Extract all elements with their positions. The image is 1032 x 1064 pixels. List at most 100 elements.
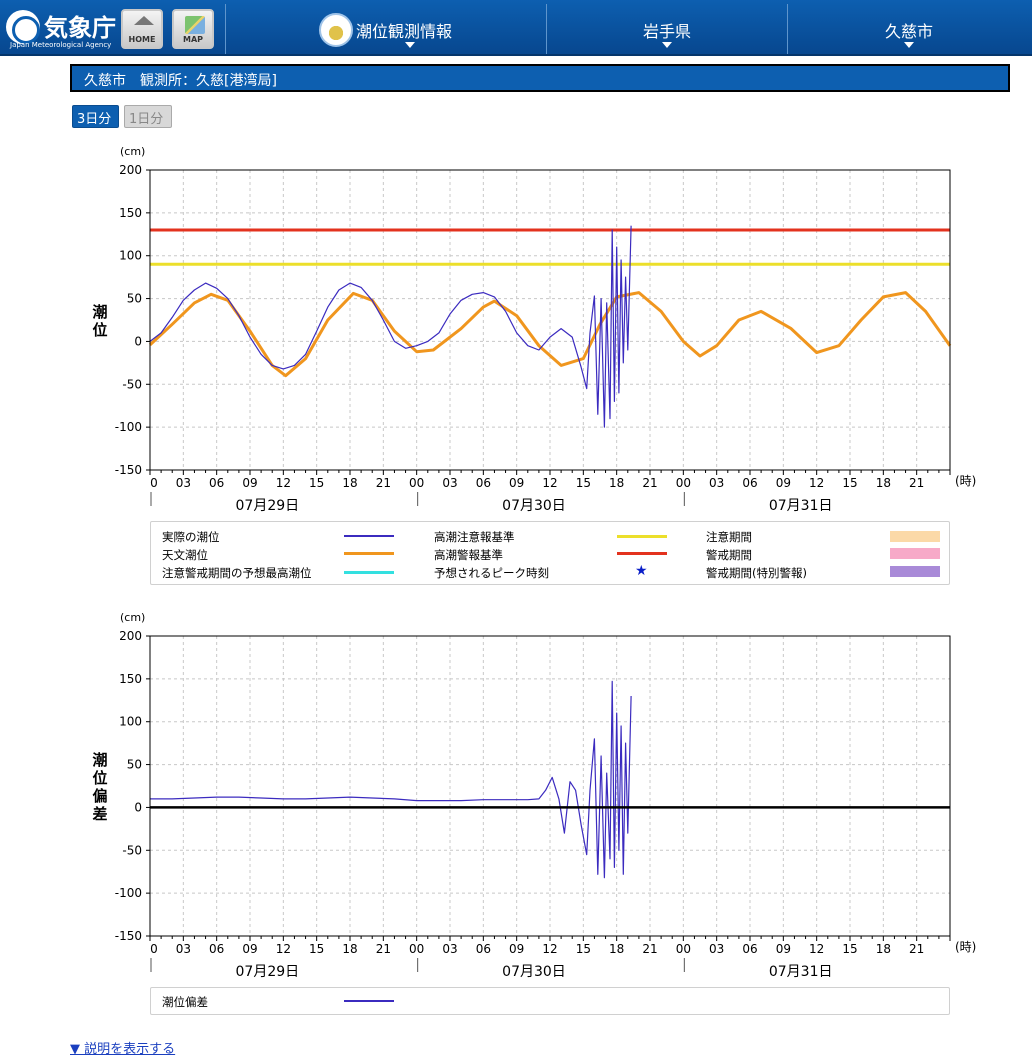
home-button-label: HOME [128,35,156,44]
y-axis-title-char: 位 [92,769,107,787]
jma-emblem-icon [6,10,40,44]
nav-menu-city[interactable]: 久慈市 [787,4,1030,54]
x-tick-label: 06 [742,476,757,490]
x-tick-label: 12 [276,476,291,490]
y-tick-label: -150 [115,929,142,943]
x-tick-label: 00 [409,476,424,490]
x-tick-label: 06 [742,942,757,956]
nav-menu-tide-observation[interactable]: 潮位観測情報 [225,4,546,54]
legend-label-observed: 実際の潮位 [162,530,220,544]
series-observed-tide [149,225,632,428]
y-tick-label: 150 [119,672,142,686]
tide-chart-legend: 実際の潮位 天文潮位 注意警戒期間の予想最高潮位 高潮注意報基準 高潮警報基準 … [150,521,950,585]
nav-menu-label: 久慈市 [884,22,933,41]
logo-english-text: Japan Meteorological Agency [10,41,112,49]
map-icon [185,16,205,34]
y-tick-label: 200 [119,163,142,177]
x-tick-label: 06 [476,942,491,956]
legend-swatch-special-warning-period [890,566,940,577]
y-tick-label: 100 [119,715,142,729]
x-tick-label: 15 [309,476,324,490]
logo-text: 気象庁 [44,14,116,42]
x-tick-label: 03 [176,476,191,490]
jma-logo[interactable]: 気象庁 Japan Meteorological Agency [6,6,118,50]
x-tick-label: 12 [809,476,824,490]
x-tick-label: 03 [176,942,191,956]
nav-menu-prefecture[interactable]: 岩手県 [546,4,787,54]
day-label: 07月30日 [502,964,566,980]
show-explanation-link[interactable]: ▼ 説明を表示する [70,1042,176,1057]
x-tick-label: 15 [309,942,324,956]
deviation-chart-legend: 潮位偏差 [150,987,950,1015]
x-tick-label: 15 [842,942,857,956]
star-icon: ★ [635,563,648,579]
x-tick-label: 09 [776,942,791,956]
legend-label-peak-time: 予想されるピーク時刻 [434,566,549,580]
y-tick-label: -50 [122,843,142,857]
x-tick-label: 21 [909,942,924,956]
x-tick-label: 06 [209,942,224,956]
map-button-label: MAP [182,35,203,44]
y-unit-label: (cm) [120,145,145,158]
x-tick-label: 03 [442,942,457,956]
x-tick-label: 09 [242,942,257,956]
x-tick-label: 03 [709,942,724,956]
y-tick-label: 50 [127,292,142,306]
x-tick-label: 06 [209,476,224,490]
x-tick-label: 15 [576,476,591,490]
y-axis-title-char: 潮 [92,751,107,769]
y-tick-label: 50 [127,758,142,772]
x-tick-label: 12 [809,942,824,956]
legend-label-caution-period: 注意期間 [706,530,752,544]
y-tick-label: 0 [134,800,142,814]
tide-gauge-icon [319,13,353,47]
series-tide-deviation [150,680,632,879]
x-tick-label: 00 [676,942,691,956]
x-tick-label: 03 [442,476,457,490]
series-astronomical-tide [148,291,952,378]
legend-swatch-caution-level [617,535,667,538]
y-tick-label: 150 [119,206,142,220]
x-tick-label: 0 [150,942,158,956]
day-label: 07月29日 [236,964,300,980]
nav-menu-label: 潮位観測情報 [356,22,453,41]
y-tick-label: 0 [134,334,142,348]
x-tick-label: 18 [876,942,891,956]
day-label: 07月30日 [502,498,566,514]
x-tick-label: 09 [509,476,524,490]
y-axis-title-char: 潮 [92,303,107,321]
legend-swatch-caution-period [890,531,940,542]
tide-deviation-chart: 200 150 100 50 0 -50 -100 -150 (cm) 0 03 06 09 12 15 18… [92,611,976,980]
x-tick-label: 06 [476,476,491,490]
x-tick-label: 21 [642,942,657,956]
legend-label-warning-period: 警戒期間 [706,548,752,562]
legend-label-deviation: 潮位偏差 [162,995,208,1009]
x-tick-label: 21 [376,942,391,956]
nav-menu-label: 岩手県 [642,22,691,41]
y-tick-label: -150 [115,463,142,477]
y-axis-title-char: 偏 [92,787,107,805]
chevron-down-icon [662,42,672,48]
x-tick-label: 18 [609,476,624,490]
legend-label-warning-level: 高潮警報基準 [434,548,503,562]
legend-label-special-warning-period: 警戒期間(特別警報) [706,566,807,580]
home-button[interactable]: HOME [121,9,163,49]
day-label: 07月29日 [236,498,300,514]
x-tick-label: 18 [876,476,891,490]
top-navigation-bar: 気象庁 Japan Meteorological Agency HOME MAP… [0,0,1032,56]
x-tick-label: 03 [709,476,724,490]
legend-label-caution-level: 高潮注意報基準 [434,530,515,544]
x-tick-label: 09 [776,476,791,490]
x-tick-label: 12 [542,942,557,956]
legend-swatch-deviation [344,1000,394,1002]
station-title-bar: 久慈市 観測所：久慈[港湾局] [70,64,1010,92]
legend-swatch-observed [344,535,394,537]
map-button[interactable]: MAP [172,9,214,49]
x-tick-label: 18 [342,476,357,490]
x-unit-label: (時) [955,474,976,488]
x-tick-label: 00 [409,942,424,956]
three-day-button[interactable]: 3日分 [72,105,119,128]
one-day-button[interactable]: 1日分 [124,105,172,128]
x-unit-label: (時) [955,940,976,954]
y-axis-title-char: 差 [92,805,107,823]
